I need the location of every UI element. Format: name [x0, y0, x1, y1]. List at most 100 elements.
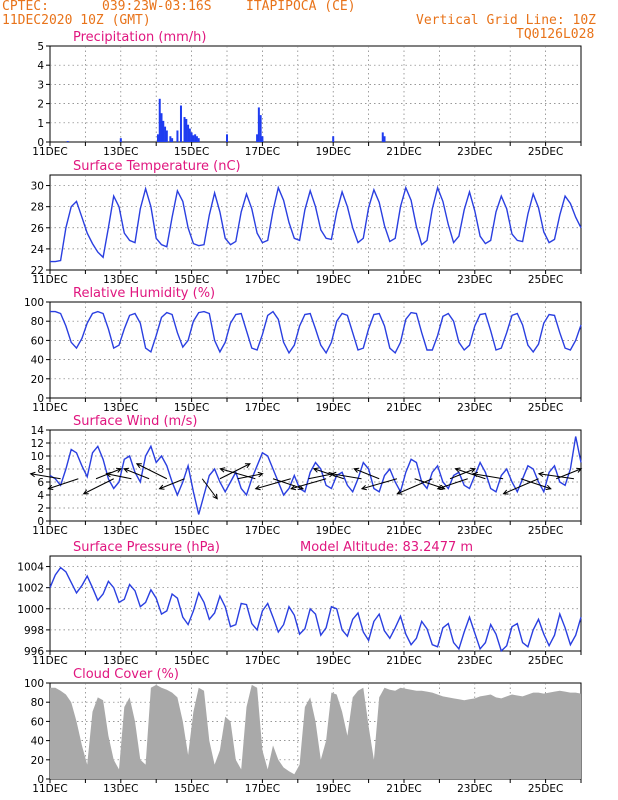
precip-bar — [194, 134, 197, 142]
x-tick-label: 11DEC — [32, 655, 67, 667]
wind-vector — [220, 468, 256, 480]
x-tick-label: 11DEC — [32, 783, 67, 795]
wind-vector — [437, 478, 468, 490]
y-tick-label: 0 — [37, 393, 44, 405]
wind-vector — [520, 478, 551, 490]
y-tick-label: 6 — [37, 477, 44, 489]
x-tick-label: 17DEC — [245, 402, 280, 414]
series-line — [50, 185, 582, 263]
x-tick-label: 25DEC — [528, 783, 563, 795]
panel-3: 0 20 40 60 80 100 11DEC 13DEC 15DEC 17DEC 19DEC 21D… — [24, 286, 582, 414]
wind-vector — [354, 468, 380, 480]
panel-1: 0 1 2 3 4 5 11DEC 13DEC 15DEC 17DEC 19DEC 21DEC 23DE… — [32, 30, 582, 158]
y-tick-label: 998 — [24, 625, 44, 637]
header-datetime: 11DEC2020 10Z (GMT) — [2, 13, 151, 28]
wind-vector-head — [469, 467, 477, 473]
precip-bar — [156, 134, 159, 142]
wind-vector-head — [472, 471, 479, 478]
wind-vector-head — [219, 467, 226, 473]
x-tick-label: 15DEC — [174, 655, 209, 667]
precip-bar — [66, 141, 69, 142]
plot-frame — [49, 429, 582, 522]
precip-bar — [164, 126, 167, 142]
x-tick-label: 11DEC — [32, 525, 67, 537]
precip-bar — [197, 138, 200, 142]
x-tick-label: 17DEC — [245, 783, 280, 795]
x-tick-label: 19DEC — [315, 274, 350, 286]
wind-vector — [201, 478, 218, 500]
x-tick-label: 23DEC — [457, 402, 492, 414]
plot-frame — [49, 555, 582, 652]
y-tick-label: 22 — [31, 265, 44, 277]
y-tick-label: 20 — [31, 374, 44, 386]
wind-vector-head — [330, 471, 337, 478]
x-tick-label: 11DEC — [32, 402, 67, 414]
plot-frame — [49, 174, 582, 271]
wind-vector-head — [257, 471, 264, 478]
wind-vector — [308, 473, 334, 480]
x-tick-label: 15DEC — [174, 274, 209, 286]
x-tick-label: 13DEC — [103, 146, 138, 158]
y-tick-label: 80 — [31, 697, 44, 709]
wind-vector — [48, 478, 79, 490]
wind-vector-head — [244, 463, 251, 469]
panel-title: Surface Temperature (nC) — [73, 159, 241, 174]
precip-bar — [171, 138, 174, 142]
x-tick-label: 15DEC — [174, 402, 209, 414]
x-tick-label: 21DEC — [386, 655, 421, 667]
x-tick-label: 15DEC — [174, 525, 209, 537]
x-tick-label: 13DEC — [103, 274, 138, 286]
wind-vector — [159, 478, 185, 490]
wind-vector — [290, 478, 327, 490]
x-tick-label: 21DEC — [386, 525, 421, 537]
precip-bar — [226, 134, 228, 142]
x-tick-label: 13DEC — [103, 525, 138, 537]
y-tick-label: 1000 — [17, 604, 44, 616]
y-tick-label: 8 — [37, 464, 44, 476]
wind-vector — [397, 478, 433, 495]
y-tick-label: 4 — [37, 60, 44, 72]
y-tick-label: 40 — [31, 736, 44, 748]
panel-title: Surface Wind (m/s) — [73, 414, 197, 429]
wind-vector-head — [360, 484, 367, 491]
x-tick-label: 11DEC — [32, 146, 67, 158]
y-tick-label: 5 — [37, 41, 44, 53]
wind-vector — [455, 468, 486, 480]
y-tick-label: 100 — [24, 297, 44, 309]
wind-vector — [30, 473, 61, 480]
panel-title: Relative Humidity (%) — [73, 286, 215, 301]
precip-bar — [187, 124, 190, 142]
wind-vector-head — [502, 489, 509, 495]
x-tick-label: 25DEC — [528, 146, 563, 158]
x-tick-label: 21DEC — [386, 274, 421, 286]
wind-vector — [106, 473, 132, 480]
x-tick-label: 17DEC — [245, 146, 280, 158]
precip-bar — [332, 136, 335, 142]
series-line — [50, 310, 582, 355]
wind-vector — [83, 478, 114, 495]
cloud-area — [50, 684, 581, 779]
panel-title: Precipitation (mm/h) — [73, 30, 206, 45]
header-location: ITAPIPOCA (CE) — [246, 0, 356, 14]
x-tick-label: 19DEC — [315, 655, 350, 667]
precip-bar — [190, 132, 193, 142]
x-tick-label: 23DEC — [457, 525, 492, 537]
wind-vector-head — [115, 467, 123, 473]
y-tick-label: 996 — [24, 646, 44, 658]
y-tick-label: 20 — [31, 755, 44, 767]
y-tick-label: 2 — [37, 99, 44, 111]
wind-vector-head — [123, 467, 130, 473]
wind-vector — [473, 473, 504, 480]
y-tick-label: 0 — [37, 774, 44, 786]
y-tick-label: 2 — [37, 503, 44, 515]
wind-vector — [361, 478, 398, 490]
series-line — [49, 436, 582, 515]
precip-bar — [185, 118, 188, 142]
precip-bar — [195, 136, 198, 142]
panel-6: 0 20 40 60 80 100 11DEC 13DEC 15DEC 17DEC 19DEC 21D… — [24, 667, 582, 795]
x-tick-label: 19DEC — [315, 525, 350, 537]
wind-vector-head — [537, 471, 544, 478]
panel-title: Surface Pressure (hPa) — [73, 540, 220, 555]
